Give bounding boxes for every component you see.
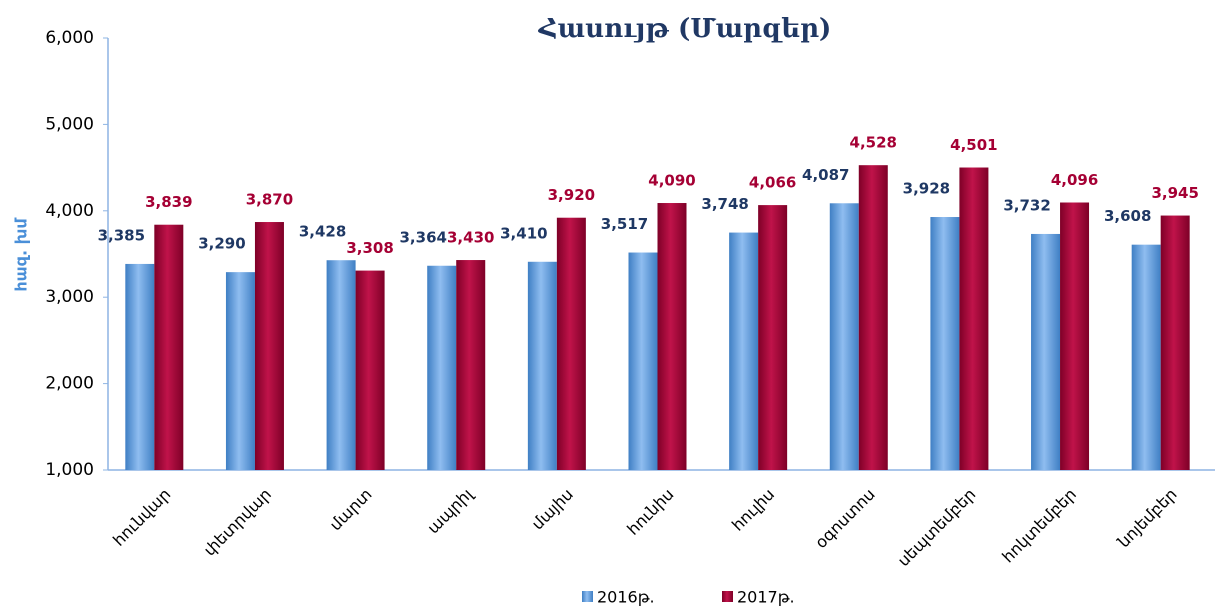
data-label: 4,501 <box>950 136 997 154</box>
bar <box>326 260 356 470</box>
x-tick-label: հուլիս <box>728 485 778 535</box>
data-label: 3,732 <box>1003 196 1050 214</box>
data-label: 3,410 <box>500 224 547 242</box>
data-label: 3,928 <box>903 180 950 198</box>
legend-label: 2016թ. <box>597 588 655 607</box>
bar <box>225 272 255 470</box>
data-label: 3,945 <box>1151 184 1198 202</box>
bar <box>254 222 284 470</box>
y-tick-label: 1,000 <box>45 460 94 480</box>
data-label: 3,290 <box>198 235 245 253</box>
bar <box>125 263 155 470</box>
legend-swatch <box>582 591 593 602</box>
y-tick-label: 6,000 <box>45 28 94 48</box>
bar <box>657 203 687 471</box>
y-tick-label: 5,000 <box>45 114 94 134</box>
x-tick-label: ապրիլ <box>423 484 476 537</box>
bar <box>527 261 557 470</box>
legend-label: 2017թ. <box>737 588 795 607</box>
bar <box>427 265 457 470</box>
bar <box>758 205 788 470</box>
x-tick-label: հոկտեմբեր <box>998 485 1080 567</box>
x-tick-label: հունվար <box>109 485 174 550</box>
bar <box>858 165 888 471</box>
y-tick-label: 2,000 <box>45 374 94 394</box>
y-tick-label: 3,000 <box>45 287 94 307</box>
bar <box>829 203 859 470</box>
bar <box>556 217 586 470</box>
data-label: 3,517 <box>601 215 648 233</box>
data-label: 3,428 <box>299 223 346 241</box>
bar <box>1031 233 1061 470</box>
x-tick-label: օգոստոս <box>811 485 878 552</box>
data-label: 3,430 <box>447 229 494 247</box>
x-tick-label: նոյեմբեր <box>1113 485 1180 552</box>
data-label: 3,748 <box>701 195 748 213</box>
bar <box>729 232 759 470</box>
data-label: 4,528 <box>850 134 897 152</box>
data-label: 3,839 <box>145 193 192 211</box>
y-tick-label: 4,000 <box>45 201 94 221</box>
chart-title: Հասույթ (Մարզեր) <box>538 14 832 44</box>
bar <box>1131 244 1161 470</box>
x-tick-label: փետրվար <box>200 485 275 560</box>
x-tick-label: մարտ <box>326 485 376 535</box>
data-label: 3,608 <box>1104 207 1151 225</box>
bar <box>930 217 960 470</box>
bar <box>1060 202 1090 470</box>
data-label: 4,090 <box>648 172 695 190</box>
x-tick-label: հունիս <box>623 485 677 539</box>
bar <box>456 260 486 470</box>
bar <box>628 252 658 470</box>
data-label: 4,066 <box>749 174 796 192</box>
bar <box>959 167 989 470</box>
legend-swatch <box>722 591 733 602</box>
x-tick-label: մայիս <box>528 485 577 534</box>
bar <box>1160 215 1190 470</box>
data-label: 3,308 <box>346 239 393 257</box>
data-label: 4,087 <box>802 166 849 184</box>
bar <box>355 270 385 470</box>
data-label: 3,920 <box>548 186 595 204</box>
data-label: 3,364 <box>400 228 447 246</box>
data-label: 4,096 <box>1051 171 1098 189</box>
bar <box>154 224 184 470</box>
data-label: 3,870 <box>246 191 293 209</box>
data-label: 3,385 <box>98 226 145 244</box>
x-tick-label: սեպտեմբեր <box>894 485 980 571</box>
y-axis-label: հազ. խմ <box>12 217 31 292</box>
